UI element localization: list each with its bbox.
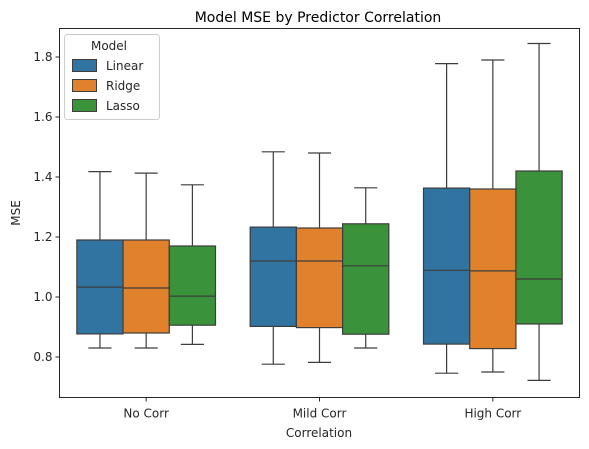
legend-title: Model — [91, 39, 127, 53]
legend-label-lasso: Lasso — [106, 99, 140, 113]
box-plot-area — [76, 42, 563, 381]
x-tick-label: No Corr — [123, 407, 169, 421]
y-tick-label: 1.2 — [33, 230, 52, 244]
y-axis-label: MSE — [9, 200, 23, 226]
legend-frame — [64, 34, 160, 120]
box-linear — [249, 226, 297, 328]
y-axis: 0.8 1.0 1.2 1.4 1.6 1.8 — [33, 50, 60, 364]
y-tick-label: 1.8 — [33, 50, 52, 64]
y-tick-label: 1.0 — [33, 290, 52, 304]
box-ridge — [122, 239, 170, 334]
legend-label-ridge: Ridge — [106, 79, 140, 93]
x-axis: No Corr Mild Corr High Corr — [123, 397, 521, 421]
x-tick-label: High Corr — [464, 407, 521, 421]
legend-swatch-linear — [72, 59, 97, 72]
legend-swatch-ridge — [72, 79, 97, 92]
x-tick-label: Mild Corr — [293, 407, 347, 421]
box-ridge — [469, 188, 517, 350]
box-lasso — [342, 223, 390, 335]
box-lasso — [168, 245, 217, 326]
legend-swatch-lasso — [72, 99, 97, 112]
y-tick-label: 0.8 — [33, 350, 52, 364]
chart-title: Model MSE by Predictor Correlation — [195, 10, 442, 26]
x-axis-label: Correlation — [286, 426, 352, 440]
y-tick-label: 1.6 — [33, 110, 52, 124]
legend-label-linear: Linear — [106, 59, 143, 73]
box-linear — [422, 187, 471, 345]
box-ridge — [295, 227, 344, 329]
legend: Model Linear Ridge Lasso — [64, 34, 160, 120]
y-tick-label: 1.4 — [33, 170, 52, 184]
box-lasso — [515, 170, 563, 325]
